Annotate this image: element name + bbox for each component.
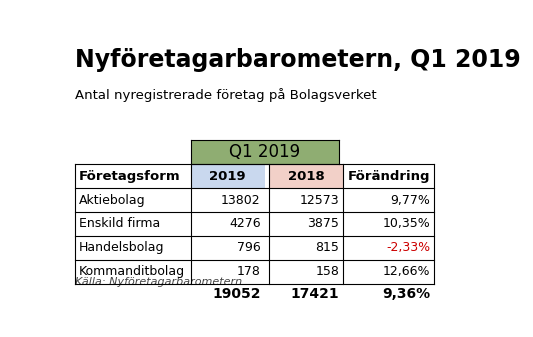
Bar — [343, 212, 434, 236]
Bar — [75, 212, 187, 236]
Text: 3875: 3875 — [308, 217, 339, 231]
Text: 4276: 4276 — [229, 217, 261, 231]
Bar — [191, 236, 265, 260]
Text: -2,33%: -2,33% — [386, 241, 430, 254]
Bar — [269, 236, 343, 260]
Text: 17421: 17421 — [290, 287, 339, 301]
Text: Källa: Nyföretagarbarometern: Källa: Nyföretagarbarometern — [75, 277, 242, 287]
Bar — [343, 260, 434, 283]
Bar — [75, 188, 187, 212]
Text: 12573: 12573 — [300, 193, 339, 207]
Text: Q1 2019: Q1 2019 — [229, 143, 301, 161]
Text: 815: 815 — [316, 241, 339, 254]
Bar — [191, 188, 265, 212]
Text: Enskild firma: Enskild firma — [79, 217, 160, 231]
Text: 10,35%: 10,35% — [382, 217, 430, 231]
Bar — [191, 164, 265, 188]
Bar — [191, 140, 339, 164]
Text: 178: 178 — [237, 265, 261, 278]
Bar — [269, 164, 343, 188]
Text: 19052: 19052 — [212, 287, 261, 301]
Bar — [75, 236, 187, 260]
Bar — [343, 188, 434, 212]
Text: 12,66%: 12,66% — [383, 265, 430, 278]
Bar — [191, 212, 265, 236]
Bar — [269, 212, 343, 236]
Bar — [343, 164, 434, 188]
Text: 2018: 2018 — [288, 170, 325, 183]
Text: 13802: 13802 — [221, 193, 261, 207]
Bar — [191, 260, 265, 283]
Bar — [75, 164, 187, 188]
Bar — [269, 260, 343, 283]
Text: Nyföretagarbarometern, Q1 2019: Nyföretagarbarometern, Q1 2019 — [75, 48, 521, 72]
Text: Företagsform: Företagsform — [79, 170, 181, 183]
Text: Förändring: Förändring — [348, 170, 430, 183]
Text: 158: 158 — [316, 265, 339, 278]
Text: Kommanditbolag: Kommanditbolag — [79, 265, 185, 278]
Text: 9,36%: 9,36% — [382, 287, 430, 301]
Bar — [269, 188, 343, 212]
Text: 9,77%: 9,77% — [390, 193, 430, 207]
Text: Aktiebolag: Aktiebolag — [79, 193, 146, 207]
Bar — [75, 260, 187, 283]
Text: 2019: 2019 — [209, 170, 246, 183]
Bar — [343, 236, 434, 260]
Text: Handelsbolag: Handelsbolag — [79, 241, 165, 254]
Text: 796: 796 — [237, 241, 261, 254]
Text: Antal nyregistrerade företag på Bolagsverket: Antal nyregistrerade företag på Bolagsve… — [75, 88, 376, 102]
